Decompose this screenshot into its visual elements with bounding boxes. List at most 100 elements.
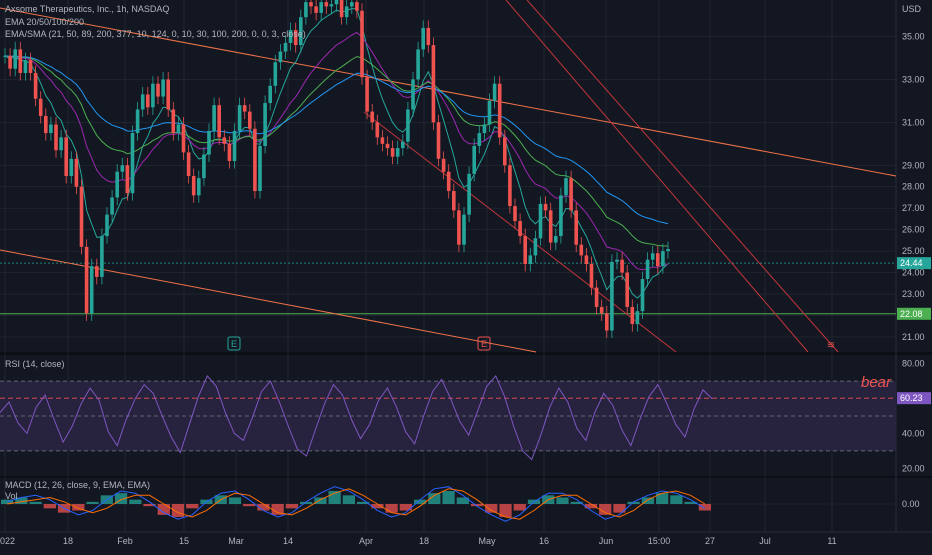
candle-body	[33, 72, 38, 99]
macd-histogram-bar	[670, 495, 683, 504]
candle-body	[620, 259, 624, 273]
candle-body	[84, 246, 89, 314]
candle-body	[380, 137, 385, 144]
macd-histogram-bar	[513, 504, 526, 511]
macd-histogram-bar	[342, 495, 355, 504]
macd-histogram-bar	[72, 504, 85, 511]
macd-histogram-bar	[627, 501, 640, 504]
candle-body	[140, 94, 145, 110]
candle-body	[273, 62, 278, 86]
x-tick-label: Jun	[599, 536, 614, 546]
candle-body	[186, 152, 191, 176]
upper-trendline	[0, 7, 897, 177]
macd-histogram-bar	[399, 504, 412, 511]
candle-body	[242, 105, 247, 112]
x-tick-label: 18	[419, 536, 429, 546]
candle-body	[156, 83, 160, 97]
candle-body	[431, 45, 436, 123]
candle-body	[569, 178, 573, 211]
candle-body	[640, 279, 645, 312]
candle-body	[334, 0, 339, 5]
y-tick-label: 33.00	[902, 74, 925, 84]
candle-body	[49, 124, 53, 134]
tradingview-logo-icon: ≋	[827, 340, 835, 351]
vol-legend[interactable]: Vol	[5, 491, 18, 501]
candle-body	[533, 238, 538, 256]
macd-histogram-bar	[499, 504, 512, 517]
candle-body	[130, 133, 135, 194]
signal-line	[7, 488, 706, 520]
candle-body	[477, 133, 482, 146]
candle-body	[395, 148, 400, 157]
markers[interactable]: E E ≋	[227, 336, 835, 351]
channel-upper-line-2	[526, 0, 839, 353]
candle-body	[538, 203, 543, 239]
macd-histogram-bar	[485, 504, 498, 513]
symbol-title[interactable]: Axsome Therapeutics, Inc., 1h, NASDAQ	[5, 4, 170, 14]
candle-body	[8, 55, 12, 69]
candle-body	[615, 259, 619, 262]
candle-body	[125, 165, 130, 194]
candle-body	[661, 251, 665, 267]
candle-body	[518, 221, 522, 237]
x-tick-label: 16	[539, 536, 549, 546]
rsi-legend[interactable]: RSI (14, close)	[5, 359, 65, 369]
macd-legend[interactable]: MACD (12, 26, close, 9, EMA, EMA)	[5, 480, 151, 490]
ema-line-slow	[4, 55, 669, 247]
macd-histogram-bar	[371, 504, 384, 509]
candle-body	[161, 79, 165, 97]
candle-body	[28, 60, 33, 73]
macd-histogram-bar	[698, 504, 711, 511]
candle-body	[492, 83, 497, 101]
macd-line	[6, 486, 706, 522]
candle-body	[528, 255, 533, 264]
candle-body	[54, 124, 58, 151]
candle-body	[401, 141, 405, 149]
candle-body	[207, 130, 211, 155]
macd-histogram-bar	[613, 504, 626, 513]
candle-body	[324, 2, 329, 7]
candle-body	[89, 266, 94, 314]
candle-body	[482, 124, 487, 134]
macd-histogram-bar	[413, 499, 427, 504]
rsi-y-tick: 20.00	[902, 463, 925, 473]
candle-body	[344, 6, 349, 18]
macd-histogram-bar	[43, 504, 56, 509]
support-price-tag	[897, 307, 931, 320]
earnings-marker-1: E	[231, 339, 237, 349]
x-tick-label: Jul	[759, 536, 771, 546]
y-tick-label: 28.00	[902, 182, 925, 192]
candle-body	[227, 143, 232, 161]
macd-histogram-bar	[684, 501, 697, 504]
rsi-annotation: bear	[861, 374, 892, 391]
candle-body	[23, 60, 28, 73]
macd-histogram-bar	[271, 504, 284, 515]
pane-separator	[0, 476, 932, 478]
candle-body	[18, 49, 23, 73]
candle-body	[385, 143, 390, 149]
support-price-text: 22.08	[900, 309, 923, 319]
y-tick-label: 21.00	[902, 332, 925, 342]
candle-body	[74, 158, 79, 187]
macd-histogram-bar	[243, 504, 256, 507]
x-tick-label: 2022	[0, 536, 15, 546]
y-tick-label: 26.00	[902, 225, 925, 235]
candle-body	[406, 109, 410, 142]
last-price-tag	[897, 257, 931, 270]
macd-histogram-bar	[157, 504, 170, 515]
earnings-marker-1-box	[227, 336, 241, 351]
ema-legend[interactable]: EMA 20/50/100/200	[5, 17, 85, 27]
macd-histogram-bar	[442, 491, 455, 504]
y-tick-label: 29.00	[902, 160, 925, 170]
candle-body	[105, 214, 109, 237]
emasma-legend[interactable]: EMA/SMA (21, 50, 89, 200, 377, 10, 124, …	[5, 29, 306, 39]
candle-body	[100, 236, 104, 277]
macd-histogram-bar	[143, 504, 156, 507]
x-tick-label: May	[478, 536, 496, 546]
candle-body	[288, 30, 293, 43]
x-tick-label: 15:00	[648, 536, 671, 546]
candle-body	[594, 287, 599, 307]
candle-body	[38, 98, 43, 116]
y-tick-label: 35.00	[902, 31, 925, 41]
